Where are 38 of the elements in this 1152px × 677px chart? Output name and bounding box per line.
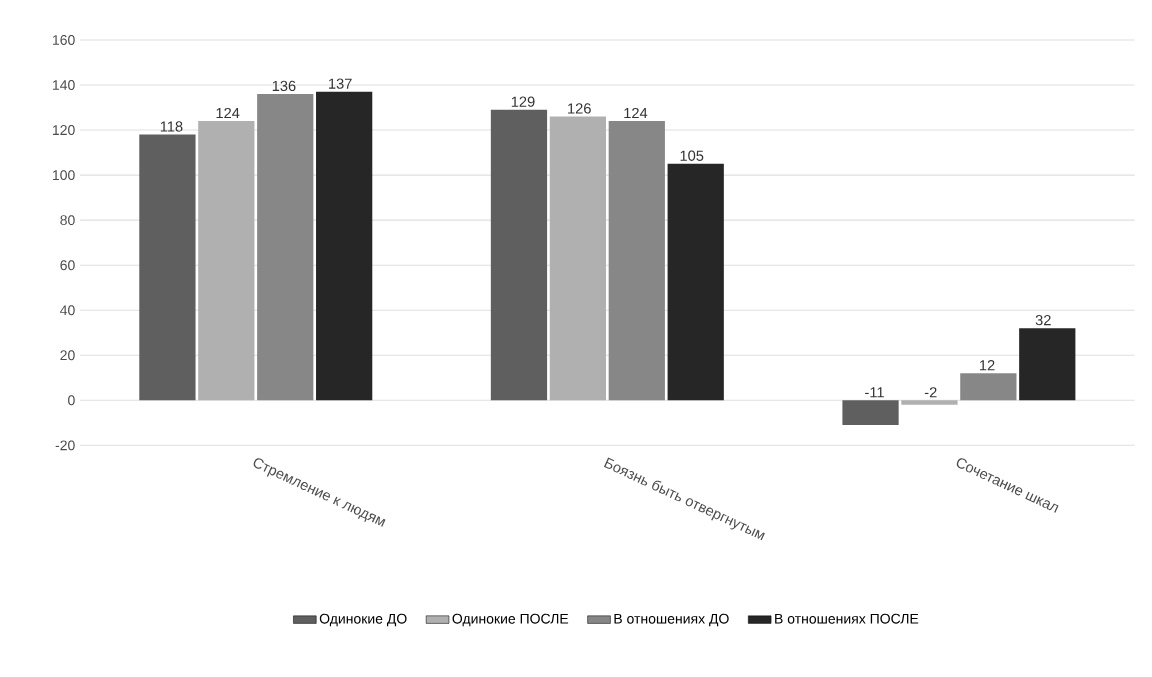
bar <box>316 91 373 401</box>
data-label: 124 <box>624 107 648 118</box>
data-label: 129 <box>511 96 535 107</box>
y-tick-label: -20 <box>55 440 75 451</box>
data-label: 32 <box>1035 314 1051 326</box>
legend-label: В отношениях ДО <box>614 613 729 627</box>
y-tick-label: 160 <box>53 34 75 45</box>
y-tick-label: 120 <box>53 124 75 135</box>
bar <box>257 93 314 401</box>
y-tick-label: 100 <box>53 170 75 180</box>
bar <box>1019 328 1076 401</box>
legend-label: Одинокие ДО <box>319 613 407 627</box>
data-label: -11 <box>865 387 884 398</box>
data-label: 124 <box>216 107 240 118</box>
bar <box>139 134 196 401</box>
bar <box>549 116 607 401</box>
data-label: 105 <box>680 150 704 161</box>
bar <box>842 400 899 425</box>
legend-label: В отношениях ПОСЛЕ <box>775 613 919 624</box>
bar <box>901 400 958 405</box>
y-tick-label: 40 <box>60 305 75 316</box>
data-label: 12 <box>979 359 995 371</box>
data-label: 118 <box>160 121 183 132</box>
y-tick-label: 0 <box>68 395 75 406</box>
y-tick-label: 20 <box>60 350 75 361</box>
bar <box>198 120 255 401</box>
bar <box>960 373 1017 401</box>
data-label: 137 <box>329 78 352 89</box>
legend-label: Одинокие ПОСЛЕ <box>452 613 569 627</box>
y-tick-label: 60 <box>60 260 75 270</box>
bar <box>490 109 548 401</box>
bar <box>608 120 665 401</box>
y-tick-label: 80 <box>60 215 75 225</box>
y-tick-label: 140 <box>53 79 75 90</box>
data-label: 126 <box>568 103 591 114</box>
data-label: -2 <box>924 386 937 398</box>
data-label: 136 <box>272 80 296 91</box>
bar <box>667 163 724 401</box>
